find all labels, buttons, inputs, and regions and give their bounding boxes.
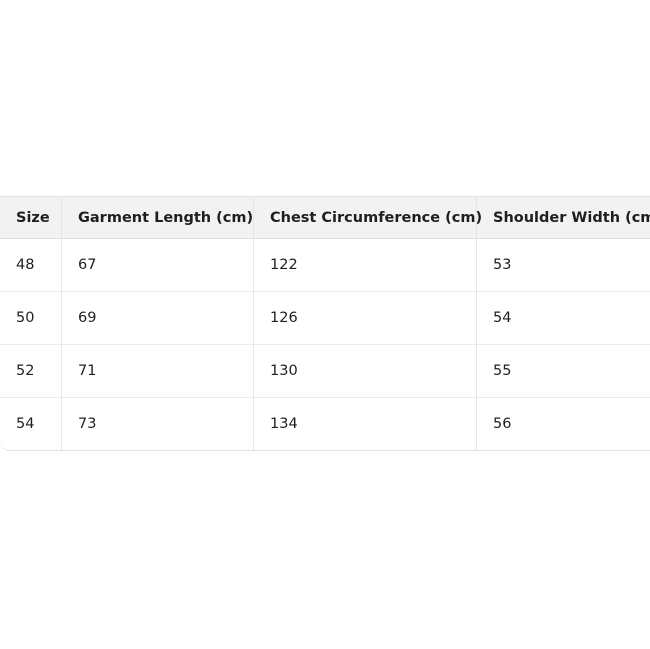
table-cell: 48: [0, 239, 62, 292]
table-cell: 71: [62, 345, 254, 398]
table-row: 50 69 126 54: [0, 292, 650, 345]
table-cell: 52: [0, 345, 62, 398]
table-body: 48 67 122 53 50 69 126 54 52 71 130 55 54 73 134 56: [0, 239, 650, 450]
table-cell: 56: [493, 416, 512, 432]
table-cell: 130: [254, 345, 477, 398]
header-cell: Chest Circumference (cm): [254, 197, 482, 239]
table-cell: 55: [477, 345, 650, 398]
table-cell: 54: [0, 398, 62, 450]
table-cell: 73: [62, 398, 254, 450]
header-cell: Garment Length (cm): [62, 197, 254, 239]
header-cell: Shoulder Width (cm): [477, 197, 650, 239]
table-cell: 122: [254, 239, 477, 292]
header-row: Size Garment Length (cm) Chest Circumferen…: [0, 197, 650, 239]
table-cell: 67: [62, 239, 254, 292]
table-container: Size Garment Length (cm) Chest Circumferen…: [0, 196, 650, 451]
table-cell: 50: [0, 292, 62, 345]
size-table: Size Garment Length (cm) Chest Circumferen…: [0, 196, 650, 451]
table-cell: 69: [62, 292, 254, 345]
table-cell: 134: [254, 398, 477, 450]
table-row: 48 67 122 53: [0, 239, 650, 292]
header-cell: Size: [0, 197, 62, 239]
table-cell: 54: [477, 292, 650, 345]
table-row: 52 71 130 55: [0, 345, 650, 398]
table-cell: 126: [254, 292, 477, 345]
table-row: 54 73 134 56: [0, 398, 650, 450]
table-cell: 53: [477, 239, 650, 292]
